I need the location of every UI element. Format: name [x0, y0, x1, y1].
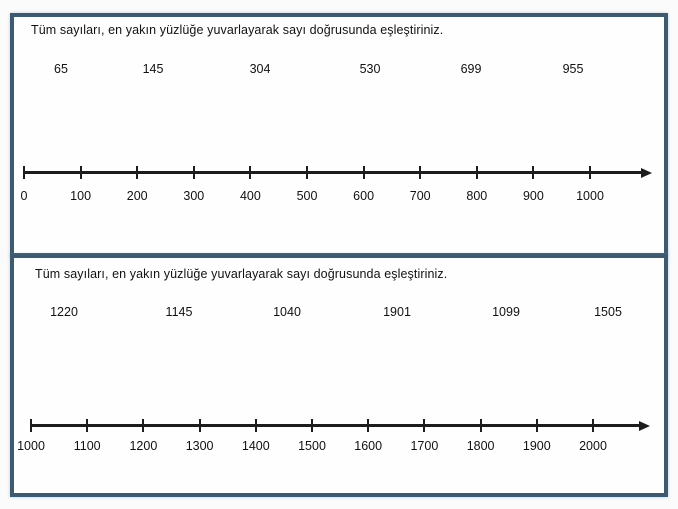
tick-label: 1900 [522, 439, 551, 453]
match-number: 955 [562, 62, 584, 76]
tick-mark [535, 419, 538, 432]
arrow-right-icon [641, 168, 652, 178]
tick-label: 1600 [354, 439, 383, 453]
tick-mark [532, 166, 535, 179]
tick-label: 1300 [185, 439, 214, 453]
match-number: 699 [460, 62, 482, 76]
match-number: 65 [54, 62, 68, 76]
panel-rounding-1000-2000: Tüm sayıları, en yakın yüzlüğe yuvarlaya… [10, 254, 668, 497]
tick-label: 100 [70, 189, 92, 203]
tick-mark [142, 419, 145, 432]
tick-mark [306, 166, 308, 179]
match-number: 145 [142, 62, 164, 76]
tick-label: 1100 [73, 439, 101, 453]
tick-label: 1000 [17, 439, 45, 453]
tick-label: 1700 [410, 439, 439, 453]
number-line: 0 100 200 300 400 500 600 700 800 900 1000 [14, 17, 664, 253]
tick-label: 400 [239, 189, 261, 203]
number-line-axis [23, 171, 643, 174]
instruction-text: Tüm sayıları, en yakın yüzlüğe yuvarlaya… [31, 23, 444, 37]
number-line: 1000 1100 1200 1300 1400 1500 1600 1700 1800 1900… [14, 258, 664, 493]
match-number: 304 [249, 62, 271, 76]
tick-label: 300 [183, 189, 205, 203]
tick-label: 1200 [129, 439, 158, 453]
tick-mark [192, 166, 195, 179]
tick-mark [136, 166, 139, 179]
tick-label: 200 [126, 189, 148, 203]
tick-mark [589, 166, 591, 179]
tick-mark [592, 419, 594, 432]
match-number: 1145 [165, 305, 193, 319]
tick-mark [254, 419, 257, 432]
tick-label: 500 [296, 189, 318, 203]
tick-mark [198, 419, 201, 432]
tick-label: 800 [466, 189, 488, 203]
panel-rounding-0-1000: Tüm sayıları, en yakın yüzlüğe yuvarlaya… [10, 13, 668, 257]
match-number: 530 [359, 62, 381, 76]
tick-mark [249, 166, 252, 179]
tick-mark [311, 419, 313, 432]
tick-label: 1400 [241, 439, 270, 453]
tick-mark [23, 166, 25, 179]
tick-mark [362, 166, 365, 179]
tick-label: 900 [522, 189, 544, 203]
tick-mark [419, 166, 422, 179]
worksheet: Tüm sayıları, en yakın yüzlüğe yuvarlaya… [10, 13, 668, 497]
match-number: 1505 [594, 305, 622, 319]
tick-mark [479, 419, 482, 432]
tick-label: 1000 [576, 189, 604, 203]
tick-mark [475, 166, 478, 179]
instruction-text: Tüm sayıları, en yakın yüzlüğe yuvarlaya… [35, 267, 448, 281]
match-number: 1040 [273, 305, 301, 319]
number-line-axis [30, 424, 641, 427]
tick-label: 600 [353, 189, 375, 203]
match-number: 1099 [492, 305, 520, 319]
tick-mark [79, 166, 82, 179]
tick-mark [86, 419, 89, 432]
tick-label: 700 [409, 189, 431, 203]
tick-mark [423, 419, 426, 432]
tick-label: 2000 [579, 439, 607, 453]
match-number: 1220 [50, 305, 78, 319]
tick-mark [367, 419, 370, 432]
tick-label: 1500 [298, 439, 326, 453]
arrow-right-icon [639, 421, 650, 431]
tick-label: 1800 [466, 439, 495, 453]
tick-mark [30, 419, 32, 432]
tick-label: 0 [20, 189, 28, 203]
match-number: 1901 [383, 305, 411, 319]
